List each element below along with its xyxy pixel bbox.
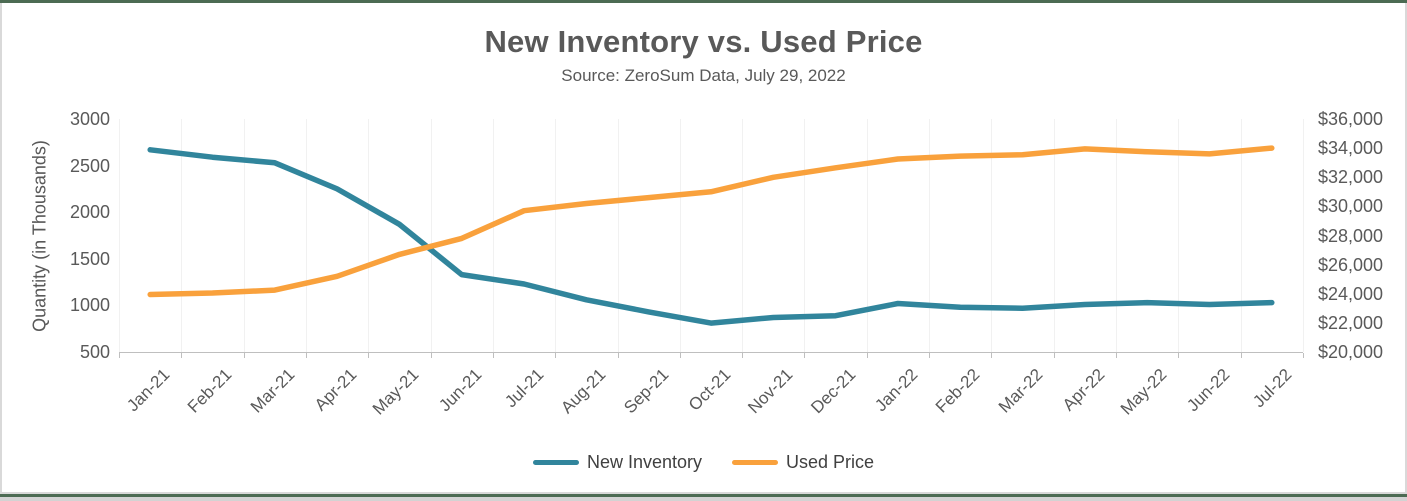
x-axis-tick <box>305 353 307 358</box>
series-line-new-inventory <box>147 147 1275 326</box>
x-axis-tick-label: Jul-21 <box>501 365 548 412</box>
x-axis-tick-label: Feb-21 <box>184 365 236 417</box>
x-axis-tick <box>430 353 432 358</box>
x-axis-tick-label: Feb-22 <box>932 365 984 417</box>
x-axis-tick <box>866 353 868 358</box>
vertical-gridline <box>617 119 619 352</box>
legend-line-swatch <box>732 460 779 465</box>
right-axis-tick-label: $32,000 <box>1318 167 1384 188</box>
vertical-gridline <box>430 119 432 352</box>
vertical-gridline <box>866 119 868 352</box>
vertical-gridline <box>181 119 183 352</box>
legend-item-new-inventory: New Inventory <box>532 452 703 473</box>
x-axis-tick <box>119 353 120 358</box>
vertical-gridline <box>1240 119 1242 352</box>
x-axis-tick-label: Jan-22 <box>871 365 922 416</box>
x-axis-tick-label: Jan-21 <box>123 365 174 416</box>
x-axis-tick-label: May-21 <box>369 365 423 419</box>
slide-right-border <box>1405 3 1407 492</box>
left-axis-tick-label: 1000 <box>69 295 110 316</box>
x-axis-tick <box>617 353 619 358</box>
x-axis-tick-label: Oct-21 <box>684 365 735 415</box>
x-axis-tick-label: Jul-22 <box>1249 365 1296 412</box>
x-axis-tick <box>368 353 370 358</box>
x-axis-tick-label: Jun-22 <box>1182 365 1233 416</box>
vertical-gridline <box>555 119 557 352</box>
right-axis-tick-label: $22,000 <box>1318 312 1384 333</box>
x-axis-tick-label: Sep-21 <box>619 365 673 418</box>
slide-top-border <box>0 0 1407 3</box>
vertical-gridline <box>1178 119 1180 352</box>
x-axis-tick <box>243 353 245 358</box>
x-axis-tick-label: Jun-21 <box>434 365 486 416</box>
x-axis-tick-label: Mar-22 <box>994 365 1047 417</box>
x-axis-tick <box>1178 353 1180 358</box>
chart-series-canvas <box>147 145 1275 326</box>
x-axis-tick <box>929 353 931 358</box>
legend-line-swatch <box>532 460 579 465</box>
vertical-gridline <box>119 119 120 352</box>
vertical-gridline <box>1053 119 1055 352</box>
x-axis-tick <box>804 353 806 358</box>
right-axis-tick-label: $24,000 <box>1318 283 1384 304</box>
slide-left-border <box>0 3 2 492</box>
legend-label: Used Price <box>786 452 875 472</box>
left-axis-tick-label: 3000 <box>69 109 110 129</box>
x-axis-tick <box>1053 353 1055 358</box>
plot-area <box>119 119 1304 352</box>
right-axis-tick-label: $28,000 <box>1318 225 1384 246</box>
vertical-gridline <box>804 119 806 352</box>
x-axis-tick <box>679 353 681 358</box>
chart-subtitle: Source: ZeroSum Data, July 29, 2022 <box>561 66 846 85</box>
x-axis-tick <box>181 353 183 358</box>
vertical-gridline <box>1116 119 1118 352</box>
x-axis-tick-label: Aug-21 <box>557 365 610 418</box>
vertical-gridline <box>1303 119 1304 352</box>
left-axis-tick-label: 2000 <box>69 202 110 223</box>
x-axis-tick <box>742 353 744 358</box>
x-axis-line <box>119 352 1303 353</box>
chart-legend: New Inventory Used Price <box>0 452 1407 473</box>
x-axis-tick <box>555 353 557 358</box>
vertical-gridline <box>243 119 245 352</box>
chart-title: New Inventory vs. Used Price <box>484 24 923 59</box>
vertical-gridline <box>368 119 370 352</box>
legend-label: New Inventory <box>586 452 703 472</box>
x-axis-tick <box>492 353 494 358</box>
vertical-gridline <box>742 119 744 352</box>
right-axis-tick-label: $30,000 <box>1318 196 1384 217</box>
right-axis-tick-label: $36,000 <box>1318 109 1384 129</box>
x-axis-tick-label: Nov-21 <box>744 365 797 418</box>
vertical-gridline <box>305 119 307 352</box>
vertical-gridline <box>929 119 931 352</box>
x-axis-tick-label: Mar-21 <box>246 365 299 417</box>
left-axis-tick-label: 2500 <box>69 155 110 176</box>
slide-bottom-border <box>0 492 1407 501</box>
series-line-used-price <box>147 145 1275 298</box>
x-axis-tick <box>1303 353 1304 358</box>
x-axis-tick-label: Dec-21 <box>806 365 860 418</box>
x-axis-tick-label: Apr-21 <box>311 365 361 415</box>
right-axis-tick-label: $34,000 <box>1318 138 1384 159</box>
vertical-gridline <box>991 119 993 352</box>
x-axis-tick <box>1116 353 1118 358</box>
x-axis-tick-label: May-22 <box>1117 365 1171 419</box>
right-axis-tick-label: $26,000 <box>1318 254 1384 275</box>
vertical-gridline <box>492 119 494 352</box>
left-axis-tick-label: 1500 <box>69 248 110 269</box>
vertical-gridline <box>679 119 681 352</box>
x-axis-tick <box>991 353 993 358</box>
legend-item-used-price: Used Price <box>732 452 874 473</box>
x-axis-tick <box>1240 353 1242 358</box>
left-axis-tick-label: 500 <box>79 342 110 362</box>
x-axis-tick-label: Apr-22 <box>1058 365 1109 415</box>
right-axis-tick-label: $20,000 <box>1318 342 1384 362</box>
